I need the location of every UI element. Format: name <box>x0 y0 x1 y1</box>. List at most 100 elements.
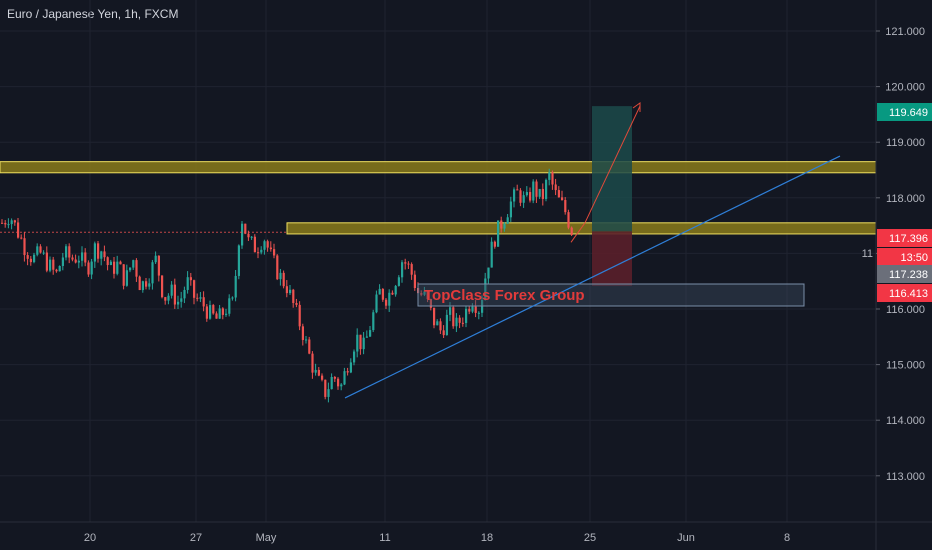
candle-body <box>154 255 157 263</box>
candle-body <box>90 261 93 275</box>
candle-body <box>353 351 356 363</box>
candle-body <box>289 289 292 294</box>
time-axis-label: 25 <box>584 532 596 544</box>
candle-body <box>141 281 144 291</box>
price-tag: 13:50 <box>877 248 932 266</box>
candle-body <box>193 280 196 298</box>
candle-body <box>148 283 151 287</box>
candle-body <box>135 260 138 277</box>
candle-body <box>1 222 4 224</box>
candle-body <box>404 262 407 264</box>
candle-body <box>503 223 506 229</box>
candle-body <box>407 263 410 265</box>
candle-body <box>109 261 112 266</box>
candle-body <box>548 172 551 180</box>
candle-body <box>359 334 362 350</box>
candle-body <box>42 252 45 254</box>
candle-body <box>13 220 16 223</box>
candle-body <box>234 275 237 298</box>
candle-body <box>458 317 461 323</box>
candle-body <box>119 261 122 265</box>
candle-body <box>455 317 458 327</box>
candle-body <box>29 258 32 263</box>
candle-body <box>55 269 58 272</box>
price-tag-bg <box>877 265 932 283</box>
time-axis-label: 18 <box>481 532 493 544</box>
candle-body <box>279 272 282 280</box>
candle-body <box>324 379 327 397</box>
candle-body <box>247 233 250 238</box>
candle-body <box>506 217 509 224</box>
candle-body <box>74 259 77 263</box>
candle-body <box>266 241 269 248</box>
projection-arrow[interactable] <box>584 105 641 224</box>
time-axis-label: 8 <box>784 532 790 544</box>
trendline[interactable] <box>344 155 841 399</box>
candle-body <box>106 257 109 266</box>
candle-body <box>493 241 496 247</box>
candle-body <box>221 308 224 315</box>
candle-body <box>36 246 39 255</box>
price-tag: 117.238 <box>877 265 932 283</box>
candle-body <box>113 261 116 274</box>
stop-zone[interactable] <box>592 231 632 287</box>
candle-body <box>349 362 352 373</box>
candle-body <box>225 313 228 315</box>
candle-body <box>26 255 29 259</box>
price-axis-label: 118.000 <box>886 193 925 205</box>
candle-body <box>305 339 308 341</box>
candle-body <box>413 274 416 288</box>
candle-body <box>301 326 304 340</box>
long-position-tool[interactable] <box>592 106 632 287</box>
candle-body <box>333 376 336 379</box>
candle-body <box>231 297 234 299</box>
candle-body <box>436 321 439 326</box>
candle-body <box>365 336 368 338</box>
candle-body <box>292 289 295 303</box>
price-tag-label: 13:50 <box>900 252 928 264</box>
price-tag-label: 119.649 <box>889 107 928 119</box>
candle-body <box>420 293 423 295</box>
candle-body <box>161 275 164 298</box>
candle-body <box>250 236 253 238</box>
candle-body <box>452 307 455 327</box>
candle-body <box>68 246 71 258</box>
candle-body <box>570 227 573 236</box>
candle-body <box>551 172 554 185</box>
drawing-layer[interactable] <box>0 102 841 399</box>
candle-body <box>129 267 132 271</box>
price-tag: 116.413 <box>877 284 932 302</box>
price-tag-bg <box>877 248 932 266</box>
candle-body <box>228 298 231 314</box>
candle-body <box>263 241 266 250</box>
candle-body <box>138 276 141 291</box>
candle-body <box>442 330 445 336</box>
candle-body <box>538 188 541 197</box>
candle-body <box>196 297 199 299</box>
candle-body <box>343 371 346 385</box>
candle-body <box>189 277 192 281</box>
time-axis-label: 27 <box>190 532 202 544</box>
candle-body <box>4 223 7 225</box>
candle-body <box>257 252 260 254</box>
candle-body <box>529 192 532 201</box>
candle-body <box>500 220 503 229</box>
candle-body <box>97 243 100 259</box>
resistance-zone <box>0 161 877 174</box>
candle-body <box>388 292 391 306</box>
candle-body <box>125 270 128 286</box>
candle-body <box>241 223 244 246</box>
candle-body <box>401 262 404 278</box>
candle-body <box>372 312 375 331</box>
candle-body <box>397 277 400 286</box>
candle-body <box>426 291 429 300</box>
candle-body <box>554 184 557 191</box>
candle-body <box>525 192 528 196</box>
candle-body <box>202 297 205 307</box>
candle-body <box>39 246 42 253</box>
candle-body <box>541 188 544 199</box>
target-zone[interactable] <box>592 106 632 232</box>
candle-body <box>330 376 333 390</box>
